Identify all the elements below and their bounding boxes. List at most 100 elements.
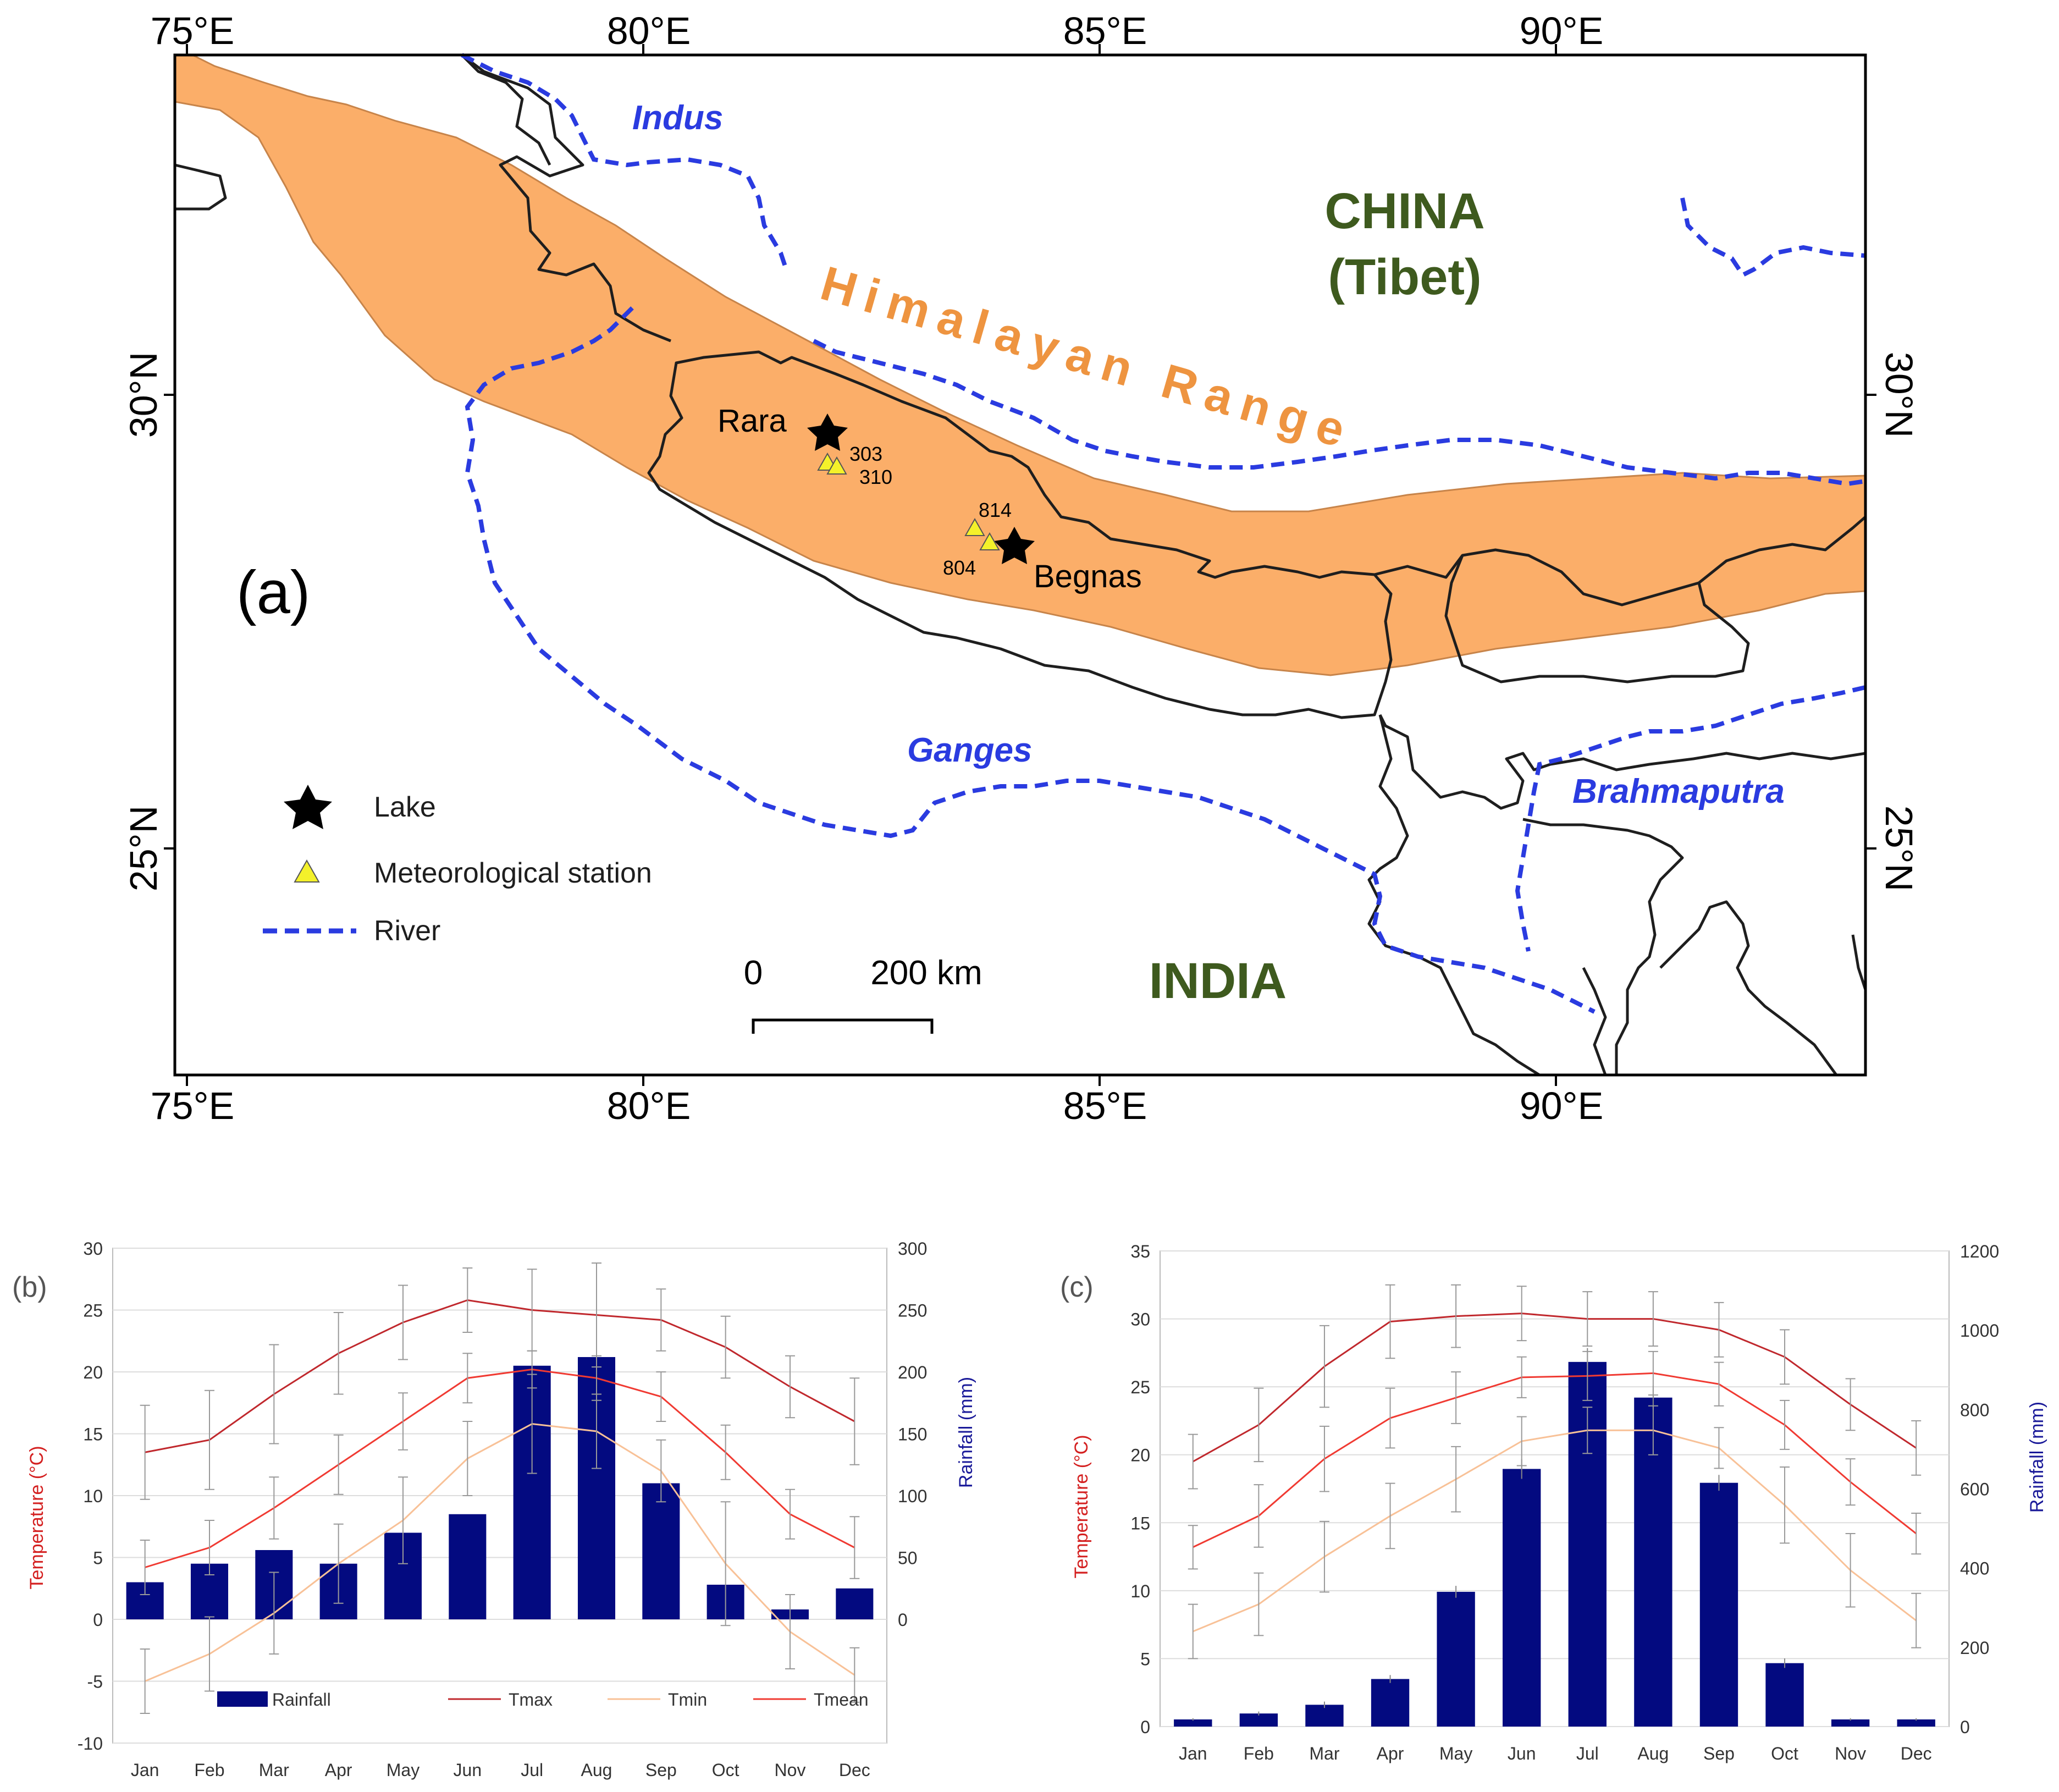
plot-area xyxy=(1160,1250,1950,1727)
tmin-line xyxy=(1193,1429,1917,1633)
lake-star-rara xyxy=(807,413,848,451)
y2-tick-label: 800 xyxy=(1960,1400,1989,1420)
country-borders xyxy=(174,54,1867,1077)
indus-bank-border xyxy=(461,54,551,166)
y-tick-label: 5 xyxy=(1140,1649,1150,1669)
himalayan-range-band xyxy=(174,54,1867,676)
x-tick-label: Aug xyxy=(1637,1744,1669,1763)
river-label-ganges: Ganges xyxy=(907,731,1032,769)
legend-label: Rainfall xyxy=(272,1690,331,1710)
station-label-804: 804 xyxy=(943,556,976,579)
axis-title-rainfall-b: Rainfall (mm) xyxy=(956,1377,976,1488)
axis-title-rainfall-c: Rainfall (mm) xyxy=(2027,1402,2047,1513)
y2-tick-label: 250 xyxy=(898,1301,927,1321)
y2-tick-label: 200 xyxy=(1960,1638,1989,1658)
station-triangle-804 xyxy=(979,532,1000,550)
axis-title-temperature-b: Temperature (°C) xyxy=(26,1446,47,1589)
x-tick-label: Mar xyxy=(1309,1744,1339,1763)
legend-star-icon xyxy=(284,785,332,829)
rainfall-bar xyxy=(1305,1705,1344,1727)
y2-tick-label: 300 xyxy=(898,1239,927,1259)
y2-tick-label: 1000 xyxy=(1960,1321,1999,1341)
country-label-china: CHINA xyxy=(1324,183,1484,239)
rainfall-bar xyxy=(1371,1679,1410,1727)
panel-label-c: (c) xyxy=(1060,1271,1094,1303)
x-tick-label: Jul xyxy=(521,1760,543,1780)
scale-label-distance: 200 km xyxy=(870,954,982,992)
y2-tick-label: 0 xyxy=(1960,1717,1970,1737)
northeast-india-border xyxy=(1378,714,1866,810)
rainfall-bar xyxy=(1897,1719,1935,1727)
tsangpo-river-line xyxy=(813,339,1866,487)
x-tick-label: Nov xyxy=(775,1760,806,1780)
legend-label-river: River xyxy=(374,915,440,947)
lake-label-begnas: Begnas xyxy=(1034,559,1142,594)
lon-label-top: 85°E xyxy=(1063,9,1147,52)
chart-panel-c: (c) Temperature (°C) Rainfall (mm) 0 5 10 1… xyxy=(1060,1242,2047,1763)
tmax-line xyxy=(145,1299,855,1453)
rainfall-bar xyxy=(1699,1482,1738,1727)
x-tick-label: Jul xyxy=(1576,1744,1599,1763)
bangladesh-east-border xyxy=(1522,818,1684,1075)
x-tick-label: Sep xyxy=(645,1760,677,1780)
y2-tick-label: 150 xyxy=(898,1425,927,1444)
lon-label-top: 80°E xyxy=(607,9,691,52)
lon-label-top: 90°E xyxy=(1520,9,1604,52)
map-frame xyxy=(173,53,1867,1077)
y-tick-label: 25 xyxy=(83,1301,103,1321)
x-tick-label: Aug xyxy=(581,1760,612,1780)
x-tick-label: Oct xyxy=(712,1760,739,1780)
y-tick-label: 25 xyxy=(1130,1377,1150,1397)
lon-label-bottom: 85°E xyxy=(1063,1084,1147,1127)
tsangpo-east-line xyxy=(1680,197,1866,278)
tmean-line xyxy=(145,1368,855,1568)
x-tick-label: Nov xyxy=(1835,1744,1866,1763)
y-tick-label: -5 xyxy=(87,1672,103,1692)
rainfall-bar xyxy=(1174,1719,1212,1727)
y-tick-label: 35 xyxy=(1130,1242,1150,1261)
longitude-labels: 75°E 80°E 85°E 90°E 75°E 80°E 85°E 90°E xyxy=(151,9,1604,1127)
chart-panel-b: (b) Temperature (°C) Rainfall (mm) -10 -5… xyxy=(12,1239,976,1780)
scale-bar-line xyxy=(752,1018,934,1034)
y-tick-label: 15 xyxy=(1130,1513,1150,1533)
ganges-river-line xyxy=(465,306,1596,1014)
tibet-india-border-west xyxy=(461,54,671,343)
y2-tick-label: 50 xyxy=(898,1548,918,1568)
rainfall-bar xyxy=(642,1483,680,1619)
y-tick-label: 20 xyxy=(83,1363,103,1382)
x-tick-label: Dec xyxy=(1901,1744,1932,1763)
lat-label-left: 25°N xyxy=(122,806,165,891)
y-tick-label: 5 xyxy=(93,1548,103,1568)
station-label-814: 814 xyxy=(979,499,1012,521)
x-tick-label: Jun xyxy=(1508,1744,1536,1763)
x-tick-label: Feb xyxy=(194,1760,224,1780)
tmax-line xyxy=(1193,1313,1917,1463)
x-tick-label: Feb xyxy=(1244,1744,1274,1763)
map-ticks xyxy=(164,44,1876,1086)
tmean-line xyxy=(1193,1372,1917,1548)
lake-label-rara: Rara xyxy=(717,403,787,439)
y-tick-label: 0 xyxy=(93,1610,103,1630)
legend-triangle-icon xyxy=(294,859,320,883)
rainfall-bar xyxy=(1765,1663,1804,1727)
lat-label-right: 25°N xyxy=(1878,806,1920,891)
y-tick-label: 15 xyxy=(83,1425,103,1444)
x-tick-label: Oct xyxy=(1771,1744,1798,1763)
lat-label-left: 30°N xyxy=(122,352,165,438)
lat-label-right: 30°N xyxy=(1878,352,1920,438)
x-tick-label: Jan xyxy=(131,1760,159,1780)
legend-swatch-rainfall xyxy=(217,1691,268,1707)
y-tick-label: -10 xyxy=(78,1734,103,1754)
lon-label-bottom: 90°E xyxy=(1520,1084,1604,1127)
latitude-labels: 30°N 25°N 30°N 25°N xyxy=(122,352,1920,891)
y-tick-label: 10 xyxy=(1130,1581,1150,1601)
rainfall-bar xyxy=(449,1514,487,1619)
rainfall-bar xyxy=(1239,1713,1278,1727)
scale-bar: 0 200 km xyxy=(744,954,982,1034)
x-tick-label: Jun xyxy=(454,1760,482,1780)
axis-title-temperature-c: Temperature (°C) xyxy=(1071,1435,1092,1578)
legend-label: Tmean xyxy=(814,1690,869,1710)
river-label-indus: Indus xyxy=(632,99,723,137)
y2-tick-label: 600 xyxy=(1960,1480,1989,1499)
